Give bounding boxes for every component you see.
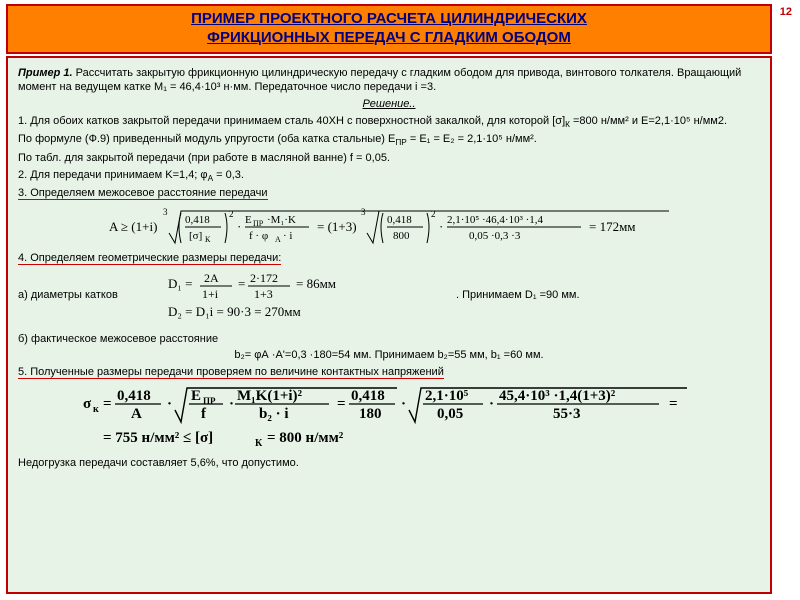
s1b: =800 н/мм² и Е=2,1·10⁵ н/мм2. <box>570 115 727 127</box>
svg-text:=: = <box>103 396 112 412</box>
step-4a: а) диаметры катков <box>18 288 168 303</box>
content-box: Пример 1. Рассчитать закрытую фрикционну… <box>6 56 772 594</box>
svg-text:2A: 2A <box>204 271 219 285</box>
svg-text:180: 180 <box>359 406 382 422</box>
svg-text:[σ]: [σ] <box>189 230 202 242</box>
svg-text:= 755 н/мм² ≤ [σ]: = 755 н/мм² ≤ [σ] <box>103 430 213 446</box>
svg-text:·: · <box>489 396 494 412</box>
svg-text:= (1+3): = (1+3) <box>317 219 357 234</box>
svg-text:= 800 н/мм²: = 800 н/мм² <box>267 430 344 446</box>
svg-text:0,05 ·0,3 ·3: 0,05 ·0,3 ·3 <box>469 230 521 242</box>
s4: 4. Определяем геометрические размеры пер… <box>18 252 281 265</box>
s2: 2. Для передачи принимаем K=1,4; φ <box>18 169 208 181</box>
title-box: ПРИМЕР ПРОЕКТНОГО РАСЧЕТА ЦИЛИНДРИЧЕСКИХ… <box>6 4 772 54</box>
svg-text:=: = <box>669 396 678 412</box>
svg-text:·: · <box>439 219 443 234</box>
s1a: 1. Для обоих катков закрытой передачи пр… <box>18 115 565 127</box>
step-1e: По табл. для закрытой передачи (при рабо… <box>18 151 760 166</box>
step-4b: б) фактическое межосевое расстояние <box>18 332 760 347</box>
svg-text:2,1·10⁵ ·46,4·10³ ·1,4: 2,1·10⁵ ·46,4·10³ ·1,4 <box>447 214 544 226</box>
svg-text:D₂ = D₁i = 90·3 = 270мм: D₂ = D₁i = 90·3 = 270мм <box>168 304 301 319</box>
step-4a-tail: . Принимаем D₁ =90 мм. <box>456 288 580 303</box>
step-2: 2. Для передачи принимаем K=1,4; φА = 0,… <box>18 168 760 184</box>
example-label: Пример 1. <box>18 67 73 79</box>
step-4b-line: b₂= φА ·A'=0,3 ·180=54 мм. Принимаем b₂=… <box>18 348 760 363</box>
svg-text:· i: · i <box>283 230 292 242</box>
svg-text:b₂ · i: b₂ · i <box>259 406 289 422</box>
svg-text:2: 2 <box>431 209 436 219</box>
svg-text:3: 3 <box>361 207 366 217</box>
svg-text:55·3: 55·3 <box>553 406 581 422</box>
s5: 5. Полученные размеры передачи проверяем… <box>18 366 444 379</box>
svg-text:К: К <box>205 235 211 244</box>
formula-a: A ≥ (1+i) 3 0,418 [σ]К 2 · EПР·M₁·K f · … <box>109 203 669 249</box>
svg-text:1+i: 1+i <box>202 287 219 301</box>
svg-text:σ: σ <box>83 396 92 412</box>
svg-text:·: · <box>237 219 241 234</box>
svg-text:2·172: 2·172 <box>250 271 278 285</box>
s1c: По формуле (Ф.9) приведенный модуль упру… <box>18 133 395 145</box>
svg-text:1+3: 1+3 <box>254 287 273 301</box>
end-note: Недогрузка передачи составляет 5,6%, что… <box>18 456 760 471</box>
svg-text:к: к <box>93 404 99 415</box>
intro-para: Пример 1. Рассчитать закрытую фрикционну… <box>18 66 760 96</box>
svg-text:=: = <box>238 276 245 291</box>
svg-text:0,418: 0,418 <box>387 214 412 226</box>
solution-label: Решение. <box>363 98 413 110</box>
svg-text:0,418: 0,418 <box>117 388 151 404</box>
svg-text:f · φ: f · φ <box>249 230 268 242</box>
svg-text:800: 800 <box>393 230 410 242</box>
svg-text:D₁ =: D₁ = <box>168 276 193 291</box>
svg-text:M₁K(1+i)²: M₁K(1+i)² <box>237 388 303 404</box>
s2b: = 0,3. <box>213 169 244 181</box>
svg-text:·: · <box>167 396 172 412</box>
svg-text:E: E <box>245 214 252 226</box>
step-5: 5. Полученные размеры передачи проверяем… <box>18 365 760 380</box>
svg-text:·: · <box>401 396 406 412</box>
step-4: 4. Определяем геометрические размеры пер… <box>18 251 760 266</box>
title-line-2: ФРИКЦИОННЫХ ПЕРЕДАЧ С ГЛАДКИМ ОБОДОМ <box>207 29 571 46</box>
svg-text:0,418: 0,418 <box>351 388 385 404</box>
svg-text:К: К <box>255 438 263 449</box>
solution-heading: Решение.. <box>18 97 760 112</box>
svg-text:0,418: 0,418 <box>185 214 210 226</box>
slide: 12 ПРИМЕР ПРОЕКТНОГО РАСЧЕТА ЦИЛИНДРИЧЕС… <box>0 0 800 600</box>
svg-text:=: = <box>337 396 346 412</box>
title-line-1: ПРИМЕР ПРОЕКТНОГО РАСЧЕТА ЦИЛИНДРИЧЕСКИХ <box>191 10 587 27</box>
svg-text:3: 3 <box>163 207 168 217</box>
svg-text:= 172мм: = 172мм <box>589 219 636 234</box>
step-1c: По формуле (Ф.9) приведенный модуль упру… <box>18 132 760 148</box>
s1d: = E₁ = E₂ = 2,1·10⁵ н/мм². <box>407 133 537 145</box>
svg-text:E: E <box>191 388 201 404</box>
s1c-sub: ПР <box>395 139 406 148</box>
svg-text:·: · <box>229 396 234 412</box>
svg-text:·M₁·K: ·M₁·K <box>267 214 296 226</box>
step-3: 3. Определяем межосевое расстояние перед… <box>18 186 760 201</box>
svg-text:2,1·10⁵: 2,1·10⁵ <box>425 388 469 404</box>
svg-text:A ≥ (1+i): A ≥ (1+i) <box>109 219 157 234</box>
step-1: 1. Для обоих катков закрытой передачи пр… <box>18 114 760 130</box>
formula-sigma: σк= 0,418 A · EПР f · M₁K(1+i)² b₂ · i = <box>79 382 699 452</box>
slide-number: 12 <box>780 6 792 18</box>
svg-text:0,05: 0,05 <box>437 406 463 422</box>
svg-text:= 86мм: = 86мм <box>296 276 336 291</box>
svg-text:A: A <box>131 406 142 422</box>
svg-text:А: А <box>275 235 281 244</box>
s3: 3. Определяем межосевое расстояние перед… <box>18 187 268 200</box>
intro-text: Рассчитать закрытую фрикционную цилиндри… <box>18 67 741 94</box>
svg-text:f: f <box>201 406 207 422</box>
svg-text:2: 2 <box>229 209 234 219</box>
svg-text:45,4·10³ ·1,4(1+3)²: 45,4·10³ ·1,4(1+3)² <box>499 388 616 404</box>
formula-d: D₁ = 2A 1+i = 2·172 1+3 = 86мм D₂ = D₁i … <box>168 268 448 324</box>
